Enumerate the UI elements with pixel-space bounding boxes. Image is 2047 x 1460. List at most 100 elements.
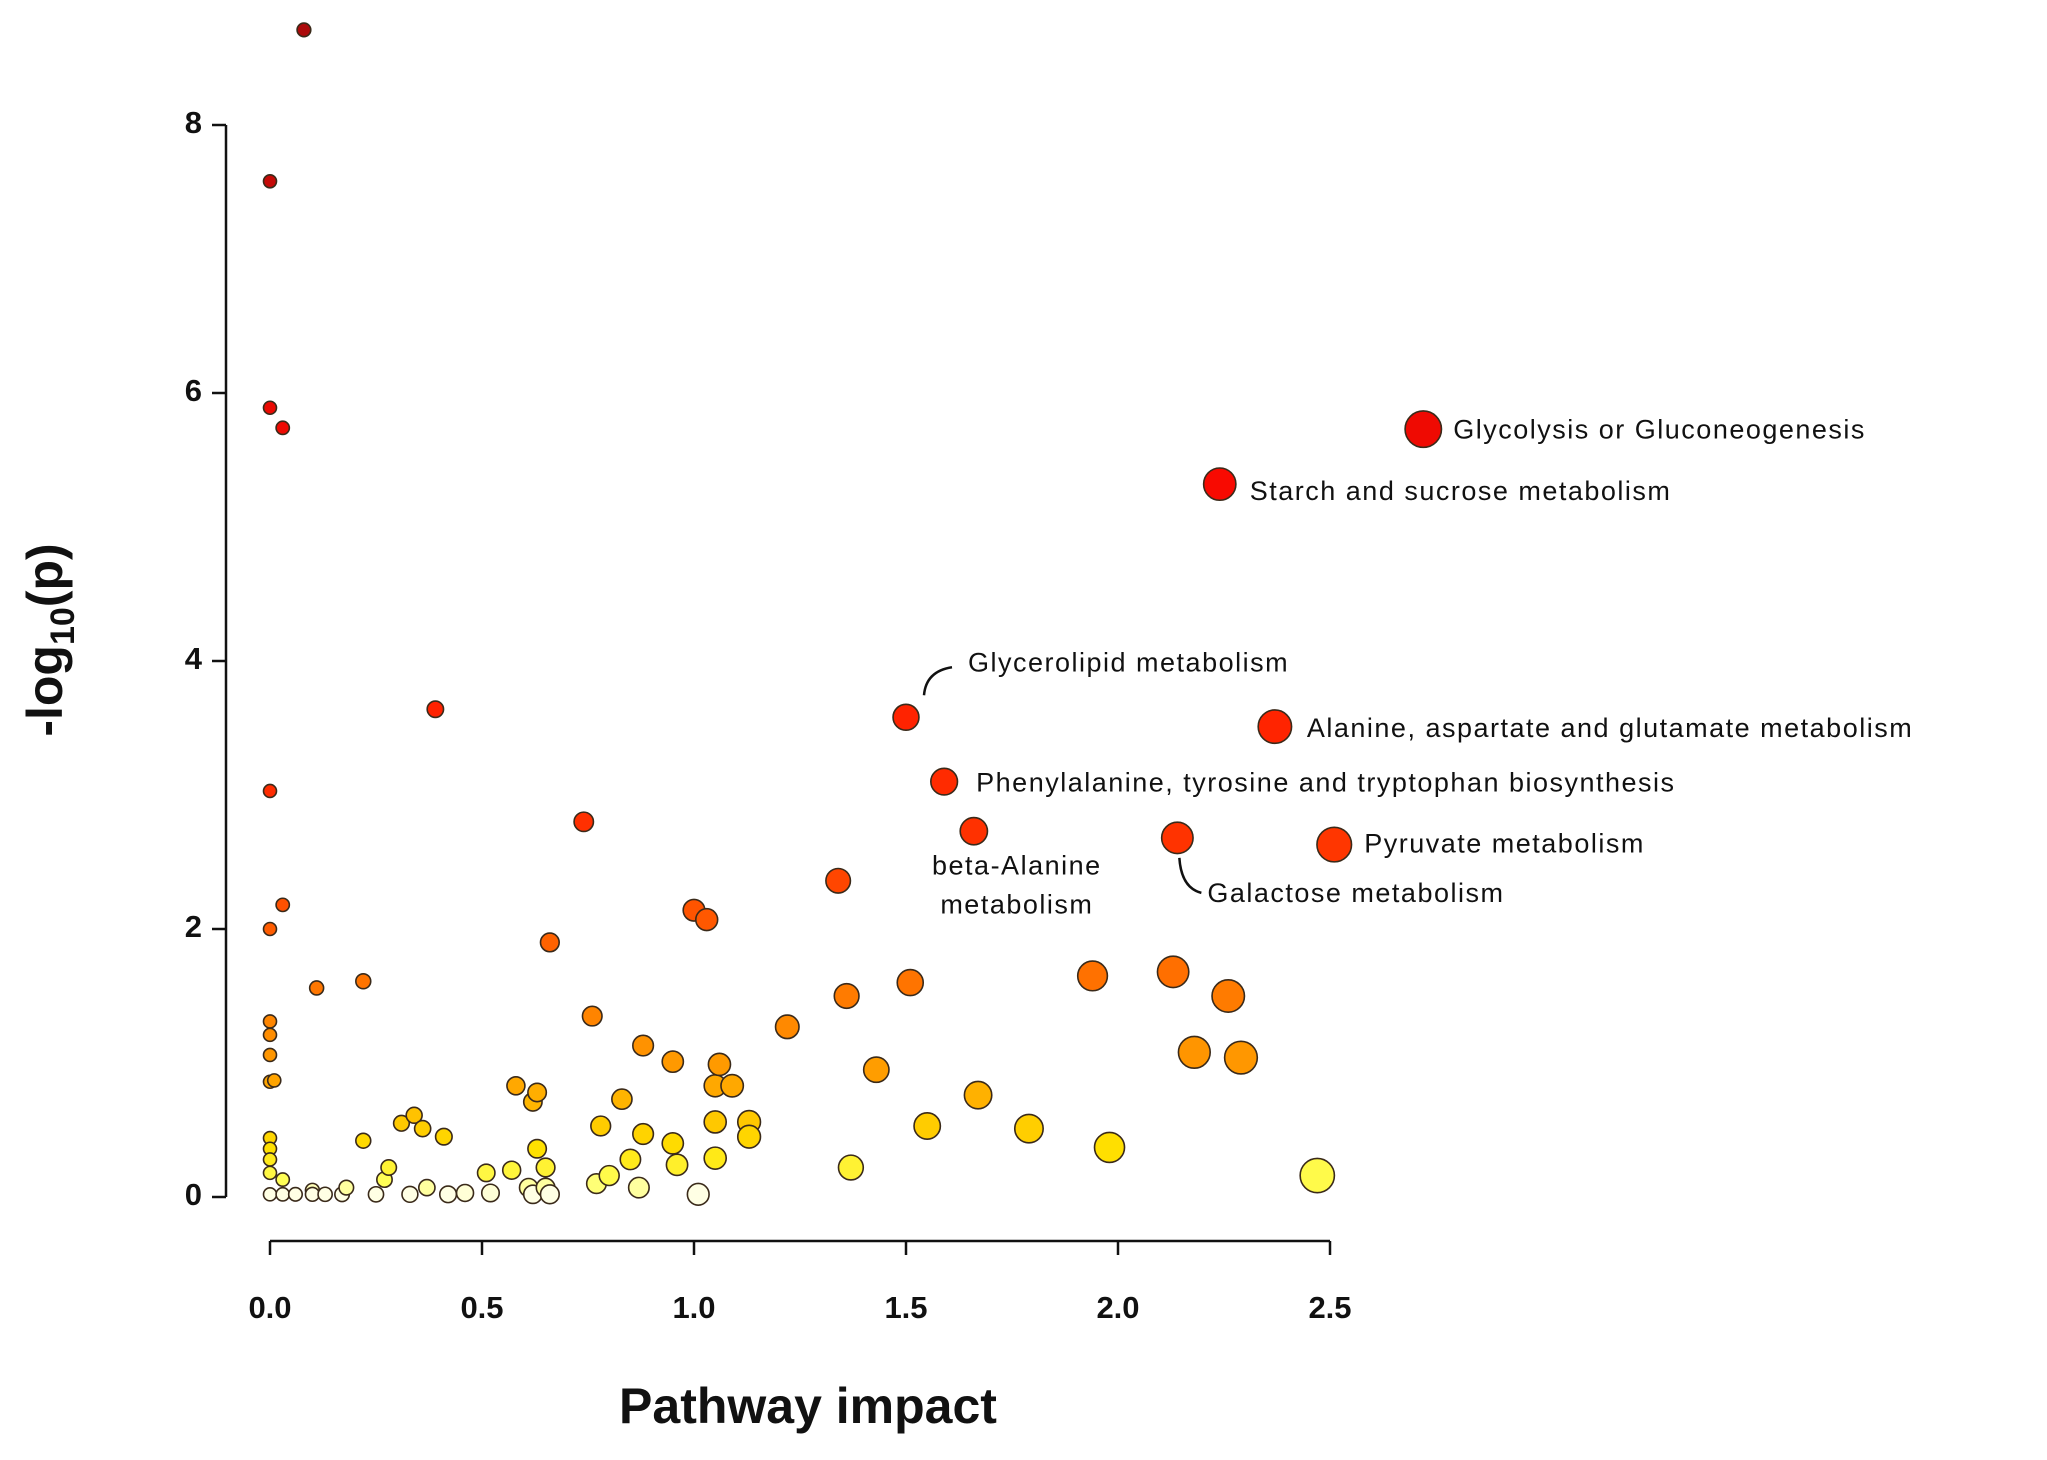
annotation: beta-Alanine: [932, 850, 1102, 880]
y-axis-title-part: (p): [17, 543, 73, 607]
leader-line: [922, 666, 953, 696]
bubble: [720, 1073, 745, 1098]
bubble: [1404, 410, 1443, 449]
bubble: [1316, 826, 1353, 863]
bubble: [611, 1088, 633, 1111]
bubble: [262, 783, 278, 799]
bubble: [367, 1185, 385, 1203]
bubble: [262, 173, 278, 189]
y-axis-title-part: -log: [17, 645, 73, 737]
bubble: [275, 897, 291, 913]
bubble: [930, 767, 959, 796]
bubble: [506, 1075, 526, 1096]
y-tick-label: 0: [185, 1177, 202, 1212]
bubble: [833, 982, 860, 1010]
bubble: [627, 1176, 650, 1199]
y-tick-label: 2: [185, 909, 202, 944]
annotation: Pyruvate metabolism: [1364, 829, 1645, 859]
bubble: [527, 1138, 548, 1159]
bubble: [480, 1183, 501, 1203]
bubble: [296, 22, 312, 38]
bubble: [438, 1185, 458, 1204]
bubble: [426, 700, 445, 719]
bubble: [355, 973, 372, 990]
bubble: [380, 1159, 398, 1177]
annotation: Glycerolipid metabolism: [968, 647, 1289, 677]
bubble: [632, 1034, 655, 1057]
bubble: [959, 816, 989, 846]
x-tick-label: 0.5: [460, 1290, 503, 1325]
annotation: Alanine, aspartate and glutamate metabol…: [1307, 713, 1913, 743]
bubble: [892, 703, 920, 732]
x-tick-label: 1.5: [884, 1290, 927, 1325]
bubble: [262, 1014, 278, 1029]
bubble: [304, 1186, 321, 1203]
bubble: [535, 1157, 556, 1178]
bubble: [703, 1146, 728, 1170]
bubble: [1013, 1113, 1044, 1144]
bubble: [308, 980, 325, 996]
annotation: Phenylalanine, tyrosine and tryptophan b…: [976, 768, 1675, 798]
x-tick-label: 2.5: [1308, 1290, 1351, 1325]
bubble: [262, 1152, 278, 1167]
bubble: [686, 1182, 710, 1206]
bubble: [661, 1050, 685, 1074]
bubble: [539, 1184, 560, 1205]
bubble: [1177, 1035, 1211, 1069]
y-axis-title-sub: 10: [44, 607, 82, 645]
bubble: [736, 1124, 762, 1149]
bubble: [527, 1082, 548, 1103]
bubble: [632, 1122, 655, 1146]
bubble: [581, 1005, 603, 1027]
bubble: [262, 1027, 278, 1043]
annotation: Galactose metabolism: [1207, 878, 1504, 908]
bubble: [837, 1154, 865, 1181]
bubble: [1299, 1157, 1336, 1194]
bubble: [619, 1148, 642, 1171]
bubble: [476, 1163, 496, 1183]
y-tick-label: 6: [185, 373, 202, 408]
bubble: [707, 1052, 732, 1077]
bubble: [1202, 467, 1237, 502]
bubble: [287, 1186, 303, 1202]
y-tick-label: 4: [185, 641, 203, 676]
bubble: [825, 867, 852, 894]
bubble: [317, 1186, 333, 1203]
annotation: Glycolysis or Gluconeogenesis: [1453, 414, 1866, 444]
bubble: [401, 1185, 419, 1204]
bubble: [275, 1172, 291, 1188]
bubble: [262, 1165, 278, 1181]
bubble: [501, 1160, 522, 1180]
bubble: [392, 1114, 411, 1132]
bubble: [262, 921, 278, 937]
bubble: [1160, 821, 1194, 855]
x-axis-title: Pathway impact: [619, 1378, 997, 1434]
bubble: [703, 1110, 728, 1134]
x-tick-label: 2.0: [1096, 1290, 1139, 1325]
bubble: [963, 1080, 993, 1110]
bubble: [275, 420, 291, 436]
bubble: [896, 968, 925, 997]
bubble: [590, 1115, 612, 1137]
bubble: [774, 1014, 800, 1040]
bubble: [262, 1187, 278, 1202]
bubble: [1156, 955, 1190, 989]
bubble: [355, 1132, 372, 1149]
bubble: [275, 1186, 291, 1202]
x-tick-label: 1.0: [672, 1290, 715, 1325]
bubble: [266, 1073, 282, 1088]
annotation: Starch and sucrose metabolism: [1250, 476, 1672, 506]
y-tick-label: 8: [185, 105, 202, 140]
bubble: [661, 1132, 685, 1155]
x-tick-label: 0.0: [248, 1290, 291, 1325]
bubble: [1257, 709, 1293, 745]
bubble: [417, 1178, 436, 1197]
bubble: [913, 1112, 942, 1140]
bubble: [598, 1164, 620, 1187]
leader-line: [1178, 857, 1202, 895]
bubble: [405, 1106, 423, 1125]
bubble: [262, 1047, 278, 1063]
bubble: [262, 400, 278, 416]
